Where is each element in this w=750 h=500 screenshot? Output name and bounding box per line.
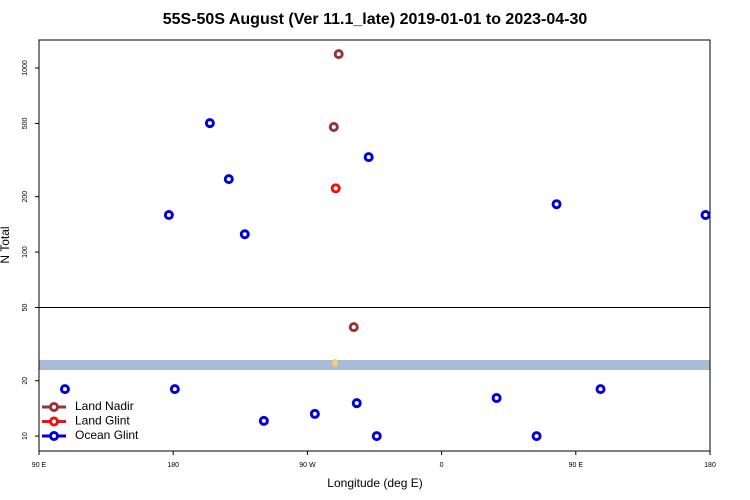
chart-title: 55S-50S August (Ver 11.1_late) 2019-01-0…: [163, 11, 588, 28]
plot-frame: [38, 39, 711, 452]
point: [491, 393, 502, 404]
point: [239, 229, 250, 240]
y-tick-label: 1000: [22, 60, 29, 76]
point: [595, 384, 606, 395]
point: [333, 49, 344, 60]
point: [169, 384, 180, 395]
y-tick-label: 50: [22, 303, 29, 311]
point: [309, 408, 320, 419]
legend-marker: [49, 416, 59, 427]
point: [363, 152, 374, 163]
legend-marker: [49, 402, 59, 412]
point: [330, 183, 341, 194]
point: [258, 415, 269, 426]
point: [163, 210, 174, 221]
point: [551, 199, 562, 210]
x-tick-label: 180: [167, 462, 179, 469]
point: [348, 322, 359, 333]
y-axis-label: N Total: [0, 226, 12, 263]
point: [328, 122, 339, 133]
x-tick-label: 0: [440, 462, 444, 469]
point: [371, 431, 382, 442]
x-tick-label: 90 E: [569, 462, 584, 469]
point: [700, 210, 711, 221]
x-axis-label: Longitude (deg E): [327, 476, 422, 490]
legend-label: Land Nadir: [75, 399, 134, 413]
y-tick-label: 10: [22, 432, 29, 440]
legend-marker: [49, 431, 59, 441]
legend-label: Ocean Glint: [75, 428, 139, 442]
y-tick-label: 20: [22, 377, 29, 385]
legend-label: Land Glint: [75, 414, 130, 428]
x-tick-label: 180: [704, 462, 716, 469]
y-tick-label: 500: [22, 117, 29, 129]
y-tick-label: 200: [22, 191, 29, 203]
x-tick-label: 90 E: [32, 462, 47, 469]
mask-blob: [332, 359, 338, 367]
point: [531, 431, 542, 442]
x-tick-label: 90 W: [299, 462, 316, 469]
point: [351, 398, 362, 409]
y-tick-label: 100: [22, 246, 29, 258]
point: [223, 174, 234, 185]
mask-band: [39, 360, 710, 370]
point: [204, 118, 215, 129]
point: [59, 384, 70, 395]
